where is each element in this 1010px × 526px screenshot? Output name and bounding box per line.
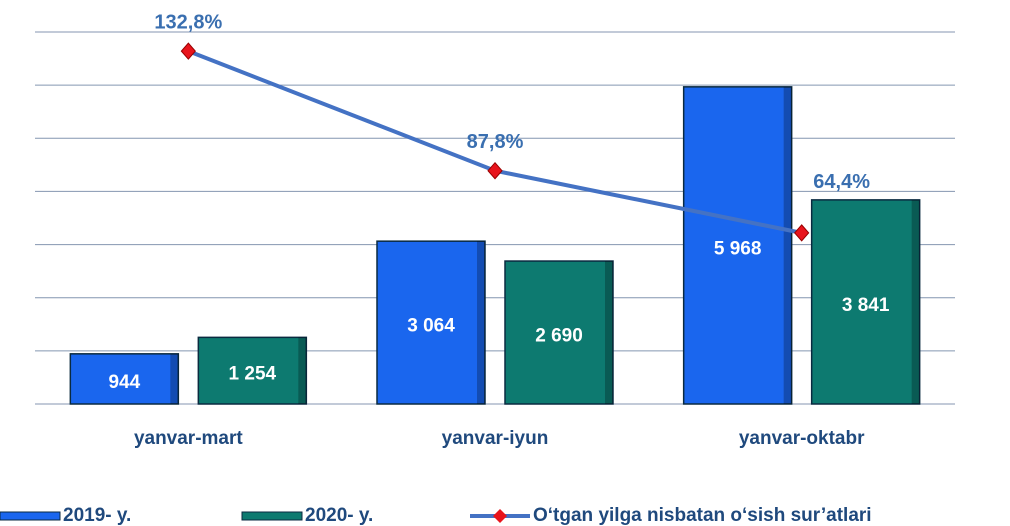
legend-swatch	[241, 511, 303, 521]
bar-shade	[170, 353, 179, 404]
line-label: 87,8%	[467, 131, 524, 153]
bar	[504, 260, 614, 405]
bar-shade	[298, 337, 307, 404]
bar-label: 2 690	[535, 326, 583, 347]
line-label: 132,8%	[154, 11, 222, 33]
legend-label: 2019- y.	[63, 505, 131, 526]
bar	[376, 240, 486, 405]
bar-label: 1 254	[229, 364, 277, 385]
bar	[197, 336, 308, 405]
bar	[682, 86, 793, 405]
bar-label: 3 841	[842, 295, 890, 316]
x-tick-label: yanvar-oktabr	[739, 428, 865, 449]
legend-swatch	[493, 509, 507, 523]
line-marker	[487, 161, 503, 180]
line-label: 64,4%	[813, 171, 870, 193]
x-tick-label: yanvar-iyun	[442, 428, 549, 449]
bar	[810, 199, 921, 405]
line-marker	[180, 42, 196, 60]
bar	[69, 353, 180, 405]
bar-shade	[477, 241, 485, 404]
line-marker	[794, 224, 810, 242]
legend-label: 2020- y.	[305, 505, 373, 526]
legend-label: O‘tgan yilga nisbatan o‘sish sur’atlari	[533, 505, 872, 526]
bar-label: 944	[108, 372, 140, 393]
bar-shade	[911, 199, 920, 404]
bar-shade	[783, 86, 792, 404]
bar-shade	[605, 261, 613, 404]
legend-swatch	[0, 511, 61, 521]
bar-label: 5 968	[714, 238, 762, 259]
x-tick-label: yanvar-mart	[134, 428, 243, 449]
bar-label: 3 064	[407, 316, 455, 337]
